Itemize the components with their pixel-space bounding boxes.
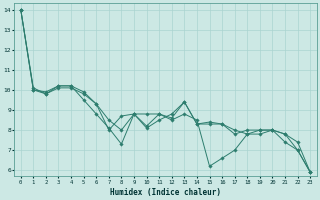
X-axis label: Humidex (Indice chaleur): Humidex (Indice chaleur) <box>110 188 221 197</box>
